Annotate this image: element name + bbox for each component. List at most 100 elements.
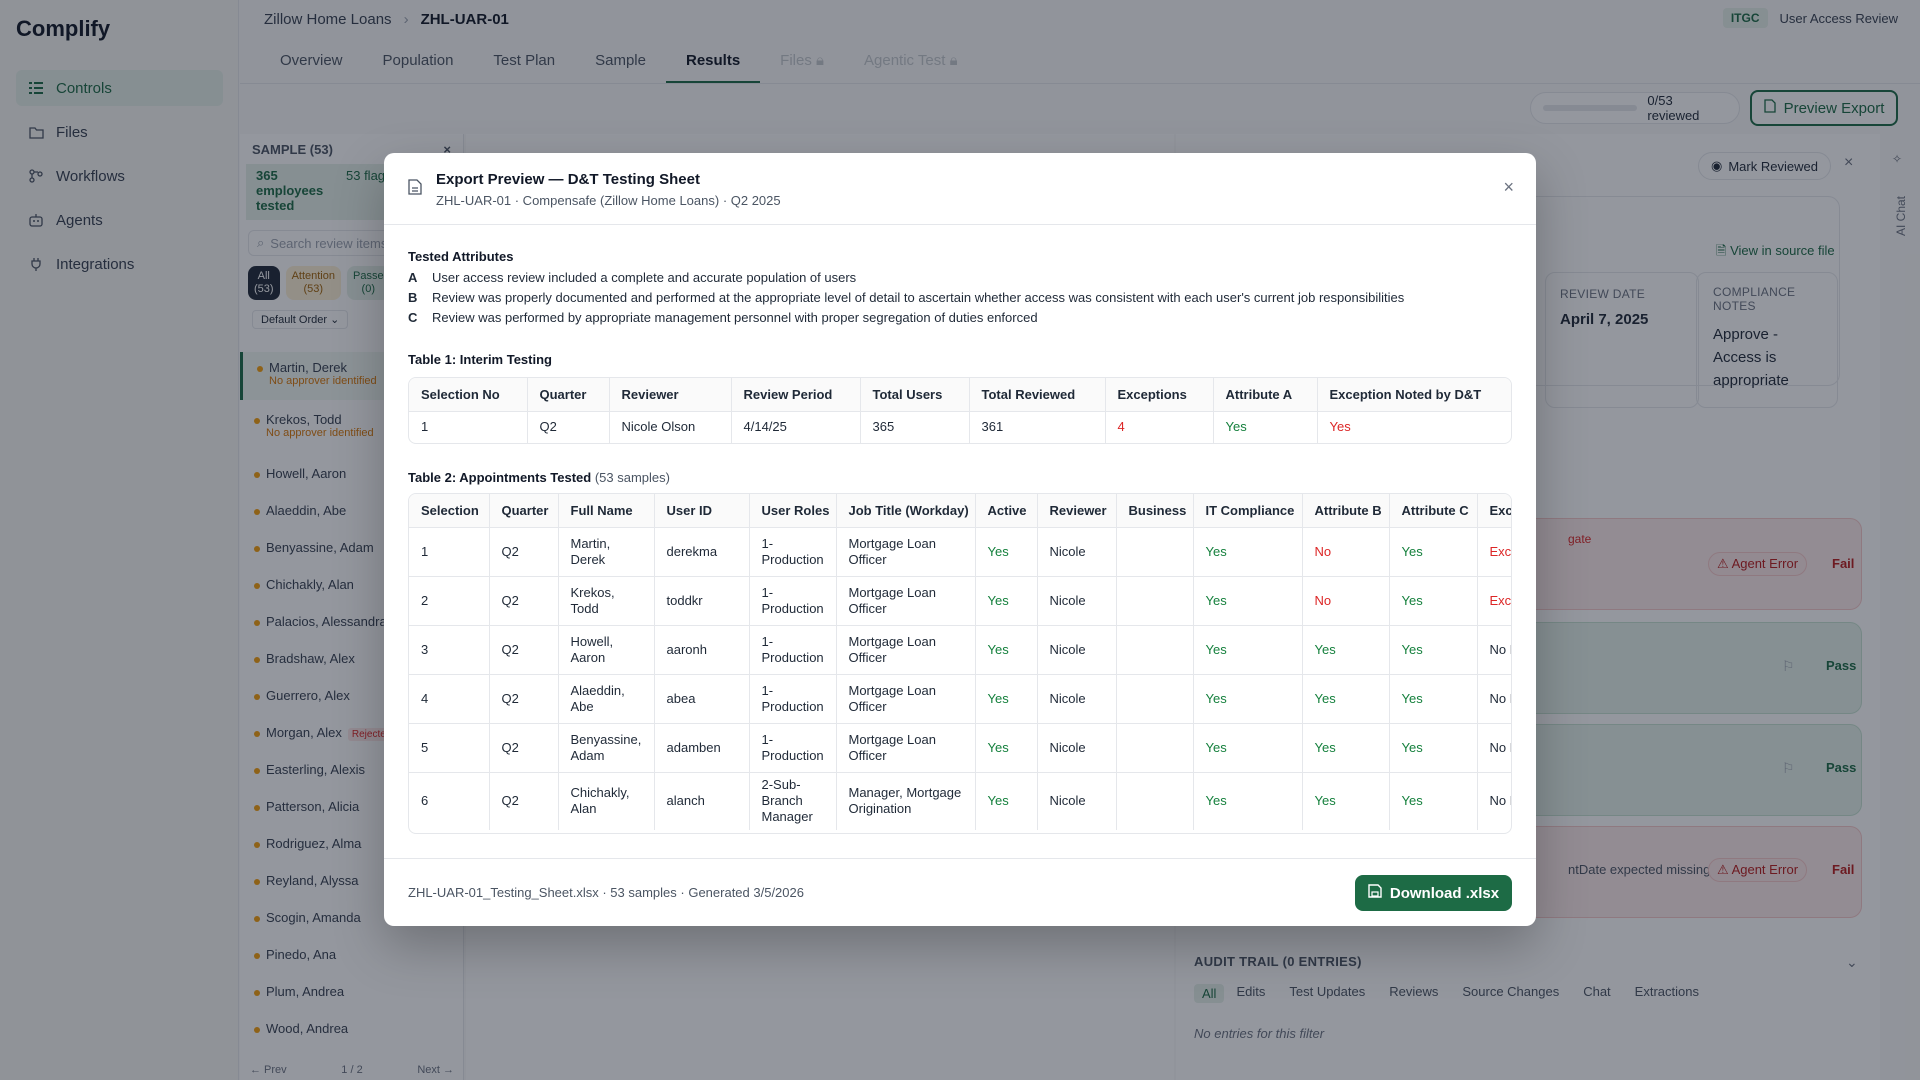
- list-item[interactable]: Easterling, Alexis: [240, 762, 463, 777]
- warning-icon: ⚠: [1717, 556, 1729, 571]
- nav-integrations[interactable]: Integrations: [16, 246, 223, 282]
- table-cell: Yes: [1213, 411, 1318, 443]
- list-item[interactable]: Alaeddin, Abe: [240, 503, 463, 518]
- filter-all[interactable]: All (53): [248, 266, 280, 300]
- table-cell: [1116, 674, 1194, 724]
- table-cell: aaronh: [654, 625, 750, 675]
- prev-button[interactable]: ← Prev: [250, 1064, 287, 1076]
- list-item[interactable]: Palacios, Alessandra: [240, 614, 463, 629]
- table-cell: 1: [409, 411, 528, 443]
- review-date-value: April 7, 2025: [1560, 311, 1649, 328]
- status-fail: Fail: [1832, 556, 1855, 571]
- eye-icon: ◉: [1711, 158, 1723, 173]
- list-item[interactable]: Howell, Aaron: [240, 466, 463, 481]
- table-cell: derekma: [654, 527, 750, 577]
- list-item-name: Chichakly, Alan: [266, 577, 354, 592]
- audit-tab-test-updates[interactable]: Test Updates: [1289, 984, 1366, 999]
- list-item[interactable]: Scogin, Amanda: [240, 910, 463, 925]
- audit-tab-reviews[interactable]: Reviews: [1389, 984, 1439, 999]
- table-header: Job Title (Workday): [836, 494, 976, 528]
- table-header: Attribute B: [1302, 494, 1390, 528]
- flag-icon[interactable]: ⚐: [1782, 658, 1795, 674]
- next-button[interactable]: Next →: [417, 1064, 454, 1076]
- table-cell: Benyassine, Adam: [558, 723, 655, 773]
- list-item-name: Plum, Andrea: [266, 984, 345, 999]
- table-cell: 1-Production: [749, 674, 837, 724]
- breadcrumb-client[interactable]: Zillow Home Loans: [264, 10, 392, 28]
- list-item[interactable]: Benyassine, Adam: [240, 540, 463, 555]
- chip-count: (53): [303, 283, 324, 295]
- table-header: Exception Noted by D&T: [1317, 378, 1511, 412]
- tab-results[interactable]: Results: [665, 44, 761, 83]
- tab-overview[interactable]: Overview: [280, 52, 343, 69]
- list-item[interactable]: Krekos, Todd No approver identified: [240, 412, 463, 439]
- status-fail: Fail: [1832, 862, 1855, 877]
- table-cell: Nicole: [1037, 527, 1117, 577]
- breadcrumb-control: ZHL-UAR-01: [420, 10, 509, 28]
- audit-tab-edits[interactable]: Edits: [1236, 984, 1266, 999]
- close-icon[interactable]: ×: [1844, 154, 1854, 171]
- table-cell: Yes: [975, 527, 1038, 577]
- table-header: Exceptions: [1105, 378, 1214, 412]
- list-item-name: Benyassine, Adam: [266, 540, 374, 555]
- list-item[interactable]: Reyland, Alyssa: [240, 873, 463, 888]
- table-cell: Nicole: [1037, 625, 1117, 675]
- export-file-info: ZHL-UAR-01_Testing_Sheet.xlsx · 53 sampl…: [408, 885, 804, 900]
- chip-count: (0): [361, 283, 375, 295]
- filter-passed[interactable]: Passe (0): [346, 266, 390, 300]
- filter-attention[interactable]: Attention (53): [285, 266, 341, 300]
- audit-tab-all[interactable]: All: [1194, 984, 1225, 1003]
- table-cell: Yes: [1193, 576, 1303, 626]
- tab-test-plan[interactable]: Test Plan: [493, 52, 556, 69]
- close-icon[interactable]: ×: [1503, 177, 1514, 197]
- list-item[interactable]: Plum, Andrea: [240, 984, 463, 999]
- folder-icon: [28, 124, 44, 140]
- list-item[interactable]: Chichakly, Alan: [240, 577, 463, 592]
- compliance-label: COMPLIANCE NOTES: [1713, 285, 1796, 313]
- mark-reviewed-button[interactable]: ◉ Mark Reviewed: [1698, 152, 1831, 180]
- list-item[interactable]: Morgan, Alex Rejecte: [240, 725, 463, 741]
- flag-icon[interactable]: ⚐: [1782, 760, 1795, 776]
- table-cell: [1116, 723, 1194, 773]
- nav-agents[interactable]: Agents: [16, 202, 223, 238]
- order-dropdown[interactable]: Default Order ⌄: [252, 310, 349, 329]
- table-cell: 1-Production: [749, 625, 837, 675]
- summary-tested: 365 employees tested: [256, 168, 324, 213]
- list-item[interactable]: Patterson, Alicia: [240, 799, 463, 814]
- table-header: Quarter: [527, 378, 610, 412]
- chip-label: Passe: [352, 270, 384, 282]
- table-cell: alanch: [654, 772, 750, 830]
- modal-footer: ZHL-UAR-01_Testing_Sheet.xlsx · 53 sampl…: [384, 858, 1536, 926]
- chevron-down-icon[interactable]: ⌄: [1846, 954, 1858, 970]
- ai-chat-tab[interactable]: ✧ AI Chat: [1882, 140, 1920, 340]
- table-header: Selection No: [409, 378, 528, 412]
- preview-export-button[interactable]: Preview Export: [1750, 90, 1898, 126]
- status-pass: Pass: [1826, 658, 1857, 673]
- table-cell: Exce: [1477, 527, 1511, 577]
- audit-tab-source-changes[interactable]: Source Changes: [1462, 984, 1560, 999]
- nav-workflows[interactable]: Workflows: [16, 158, 223, 194]
- nav-controls[interactable]: Controls: [16, 70, 223, 106]
- list-item[interactable]: Rodriguez, Alma: [240, 836, 463, 851]
- view-source-link[interactable]: 🗎 View in source file: [1716, 242, 1835, 264]
- list-item[interactable]: Guerrero, Alex: [240, 688, 463, 703]
- table-cell: Mortgage Loan Officer: [836, 625, 976, 675]
- download-xlsx-button[interactable]: Download .xlsx: [1355, 875, 1512, 911]
- audit-tab-extractions[interactable]: Extractions: [1634, 984, 1699, 999]
- search-input[interactable]: ⌕ Search review items: [248, 230, 455, 256]
- save-icon: [1368, 884, 1382, 902]
- nav-files[interactable]: Files: [16, 114, 223, 150]
- table-cell: 1-Production: [749, 527, 837, 577]
- table-cell: Nicole Olson: [609, 411, 732, 443]
- audit-tab-chat[interactable]: Chat: [1583, 984, 1611, 999]
- list-item[interactable]: Bradshaw, Alex: [240, 651, 463, 666]
- close-icon[interactable]: ×: [443, 141, 451, 157]
- tab-population[interactable]: Population: [382, 52, 454, 69]
- attribute-row: B Review was properly documented and perf…: [408, 290, 1512, 306]
- rejected-badge: Rejecte: [347, 728, 390, 741]
- list-item[interactable]: Pinedo, Ana: [240, 947, 463, 962]
- table-row: 2 Q2 Krekos, Todd toddkr 1-Production Mortgag…: [409, 576, 1511, 626]
- tab-sample[interactable]: Sample: [595, 52, 646, 69]
- table-cell: Yes: [1193, 625, 1303, 675]
- list-item[interactable]: Wood, Andrea: [240, 1021, 463, 1036]
